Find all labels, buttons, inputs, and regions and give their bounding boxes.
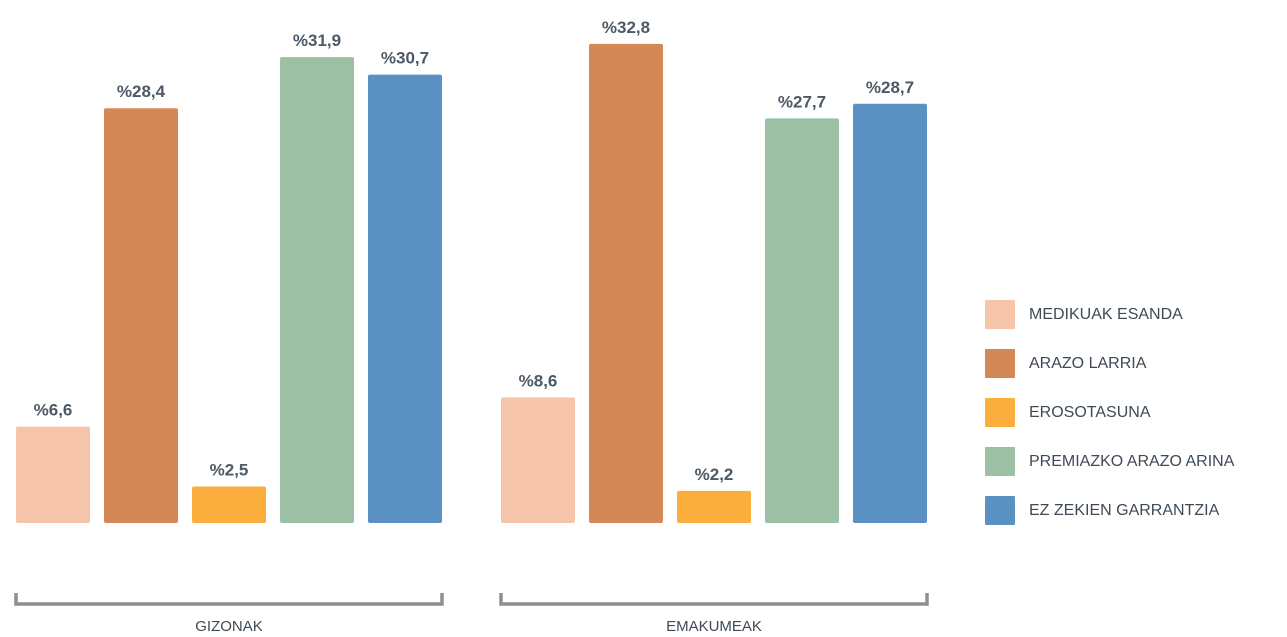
data-label-emakumeak-arazo-larria: %32,8 [602,18,650,37]
bar-emakumeak-erosotasuna [677,490,751,523]
bar-emakumeak-premiazko-arazo-arina [765,118,839,524]
data-label-gizonak-premiazko-arazo-arina: %31,9 [293,31,341,50]
legend-swatch [985,300,1015,329]
legend-swatch [985,398,1015,427]
bar-gizonak-premiazko-arazo-arina [280,57,354,524]
legend-swatch [985,447,1015,476]
legend: MEDIKUAK ESANDA ARAZO LARRIA EROSOTASUNA PR… [985,300,1285,545]
legend-label: EZ ZEKIEN GARRANTZIA [1029,501,1220,519]
group-bracket-emakumeak [499,593,929,606]
legend-item-arazo-larria: ARAZO LARRIA [985,349,1285,378]
bar-gizonak-medikuak-esanda [16,426,90,523]
legend-label: ARAZO LARRIA [1029,354,1147,372]
data-label-gizonak-medikuak-esanda: %6,6 [34,401,73,420]
legend-item-ez-zekien-garrantzia: EZ ZEKIEN GARRANTZIA [985,496,1285,525]
data-label-gizonak-ez-zekien-garrantzia: %30,7 [381,49,429,68]
data-label-emakumeak-ez-zekien-garrantzia: %28,7 [866,78,914,97]
category-label-emakumeak: EMAKUMEAK [666,618,762,635]
legend-label: MEDIKUAK ESANDA [1029,305,1183,323]
legend-swatch [985,349,1015,378]
bar-gizonak-ez-zekien-garrantzia [368,74,442,524]
category-label-gizonak: GIZONAK [195,618,263,635]
legend-item-premiazko-arazo-arina: PREMIAZKO ARAZO ARINA [985,447,1285,476]
group-bracket-gizonak [14,593,444,606]
data-label-gizonak-erosotasuna: %2,5 [210,460,249,479]
legend-label: EROSOTASUNA [1029,403,1151,421]
data-label-gizonak-arazo-larria: %28,4 [117,82,166,101]
legend-item-medikuak-esanda: MEDIKUAK ESANDA [985,300,1285,329]
bar-emakumeak-ez-zekien-garrantzia [853,103,927,523]
legend-label: PREMIAZKO ARAZO ARINA [1029,452,1235,470]
bar-gizonak-erosotasuna [192,486,266,523]
bar-gizonak-arazo-larria [104,108,178,524]
data-label-emakumeak-medikuak-esanda: %8,6 [519,371,558,390]
data-label-emakumeak-erosotasuna: %2,2 [695,465,734,484]
legend-swatch [985,496,1015,525]
legend-item-erosotasuna: EROSOTASUNA [985,398,1285,427]
bar-emakumeak-arazo-larria [589,43,663,524]
bar-emakumeak-medikuak-esanda [501,397,575,523]
data-label-emakumeak-premiazko-arazo-arina: %27,7 [778,92,826,111]
